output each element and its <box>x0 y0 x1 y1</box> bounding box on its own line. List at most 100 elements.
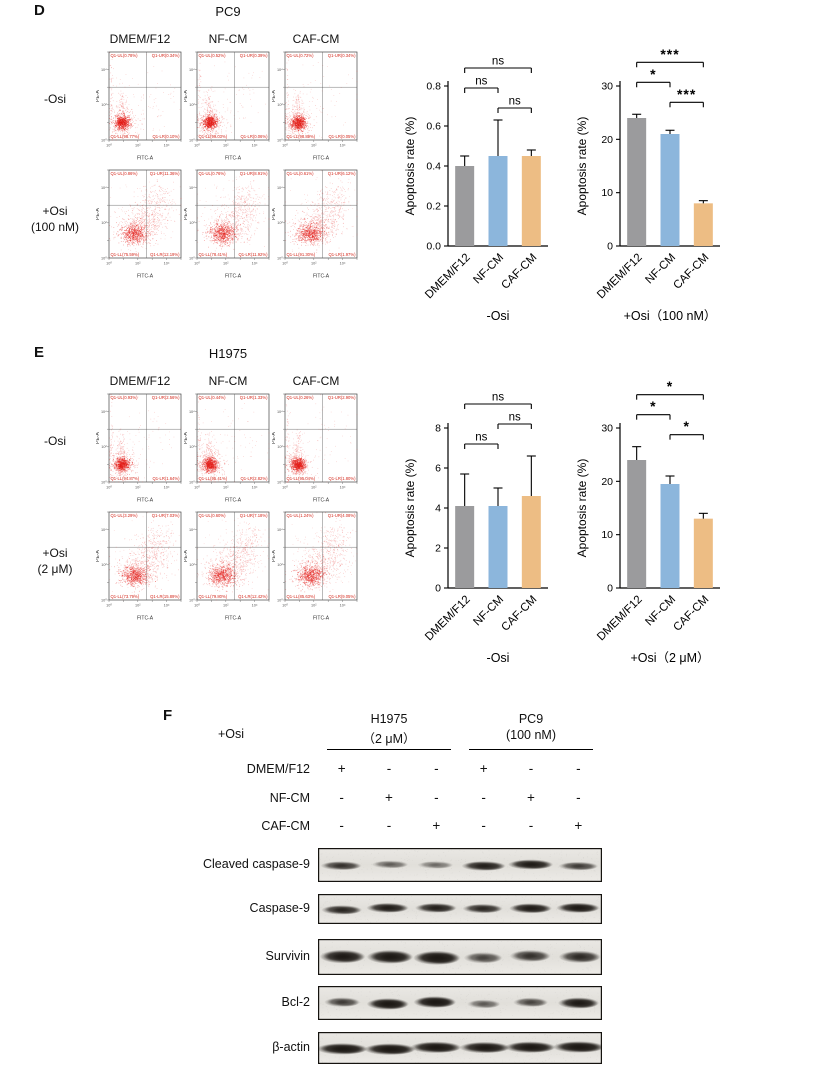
flow-row-label: -Osi <box>10 92 100 108</box>
blot-label: Cleaved caspase-9 <box>202 857 310 871</box>
svg-text:20: 20 <box>601 476 613 488</box>
svg-text:0.8: 0.8 <box>426 81 441 93</box>
svg-text:20: 20 <box>601 134 613 146</box>
western-osi-label: +Osi <box>217 727 245 741</box>
western-group-underline <box>327 749 451 750</box>
condition-sign: - <box>528 761 534 776</box>
blot-cleaved-caspase-9 <box>318 848 602 882</box>
svg-text:+Osi（2 μM）: +Osi（2 μM） <box>630 651 709 665</box>
svg-text:+Osi（100 nM）: +Osi（100 nM） <box>624 309 717 323</box>
condition-sign: - <box>386 761 392 776</box>
svg-text:4: 4 <box>435 503 441 515</box>
svg-text:0: 0 <box>607 583 613 595</box>
blot-survivin <box>318 939 602 975</box>
blot-label: Caspase-9 <box>249 901 310 915</box>
condition-sign: - <box>576 790 581 805</box>
svg-text:0.4: 0.4 <box>426 161 441 173</box>
flow-col-header: DMEM/F12 <box>109 32 171 46</box>
panel-e-letter: E <box>34 344 45 361</box>
condition-sign: + <box>527 790 535 805</box>
flow-plot-pc9-osi-dmem/f12 <box>96 166 184 280</box>
svg-text:0.2: 0.2 <box>426 201 441 213</box>
western-group-dose: (100 nM) <box>505 728 557 742</box>
svg-text:0.6: 0.6 <box>426 121 441 133</box>
flow-plot-pc9-osi-caf-cm <box>272 166 360 280</box>
condition-sign: - <box>434 761 439 776</box>
svg-text:0: 0 <box>435 583 441 595</box>
western-group-dose: （2 μM） <box>362 732 416 746</box>
svg-text:ns: ns <box>475 432 487 444</box>
svg-text:ns: ns <box>492 392 504 404</box>
flow-row-label: +Osi (100 nM) <box>10 204 100 235</box>
flow-plot-pc9-noosi-dmem/f12 <box>96 48 184 162</box>
svg-text:ns: ns <box>475 76 487 88</box>
condition-sign: + <box>432 818 441 833</box>
svg-text:ns: ns <box>509 96 521 108</box>
panel-d-letter: D <box>34 2 45 19</box>
flow-plot-h1975-noosi-caf-cm <box>272 390 360 504</box>
condition-sign: - <box>528 818 534 833</box>
svg-text:10: 10 <box>601 529 613 541</box>
svg-text:10: 10 <box>601 187 613 199</box>
svg-text:*: * <box>667 378 673 394</box>
panel-f-letter: F <box>163 707 173 724</box>
svg-text:6: 6 <box>435 463 441 475</box>
blot-label: β-actin <box>272 1040 310 1054</box>
flow-row-label-line: +Osi <box>42 546 68 560</box>
svg-text:*: * <box>683 418 689 434</box>
blot-label: Bcl-2 <box>281 995 310 1009</box>
blot-bcl-2 <box>318 986 602 1020</box>
svg-text:Apoptosis rate (%): Apoptosis rate (%) <box>403 117 417 216</box>
flow-plot-h1975-noosi-dmem/f12 <box>96 390 184 504</box>
svg-text:0: 0 <box>607 241 613 253</box>
svg-text:***: *** <box>677 86 696 102</box>
flow-row-label: +Osi (2 μM) <box>10 546 100 577</box>
panel-d-chart-osi: 0 10 20 30 Apoptosis rate (%) DMEM/F12 NF-CM CA… <box>572 34 732 339</box>
condition-sign: + <box>479 761 488 776</box>
svg-text:2: 2 <box>435 543 441 555</box>
condition-label: DMEM/F12 <box>246 762 310 776</box>
flow-col-header: CAF-CM <box>292 32 340 46</box>
svg-text:***: *** <box>660 46 679 62</box>
panel-e-chart-noosi: 0 2 4 6 8 Apoptosis rate (%) DMEM/F12 NF-CM CAF-… <box>400 376 560 681</box>
panel-e-chart-osi: 0 10 20 30 Apoptosis rate (%) DMEM/F12 NF-CM CA… <box>572 376 732 681</box>
panel-d-title: PC9 <box>215 4 241 19</box>
svg-text:-Osi: -Osi <box>487 309 510 323</box>
flow-plot-h1975-noosi-nf-cm <box>184 390 272 504</box>
condition-label: CAF-CM <box>261 819 310 833</box>
condition-label: NF-CM <box>269 791 310 805</box>
western-group-name: PC9 <box>518 712 544 726</box>
flow-plot-h1975-osi-dmem/f12 <box>96 508 184 622</box>
western-group-underline <box>469 749 593 750</box>
condition-sign: - <box>339 818 344 833</box>
svg-text:Apoptosis rate (%): Apoptosis rate (%) <box>403 459 417 558</box>
condition-sign: - <box>481 818 486 833</box>
flow-col-header: NF-CM <box>208 374 248 388</box>
flow-plot-h1975-osi-nf-cm <box>184 508 272 622</box>
flow-plot-pc9-noosi-caf-cm <box>272 48 360 162</box>
panel-d-chart-noosi: 0.0 0.2 0.4 0.6 0.8 Apoptosis rate (%) DMEM/F1… <box>400 34 560 339</box>
flow-col-header: DMEM/F12 <box>109 374 171 388</box>
blot--actin <box>318 1032 602 1064</box>
condition-sign: - <box>481 790 486 805</box>
panel-e-title: H1975 <box>208 346 248 361</box>
condition-sign: + <box>385 790 393 805</box>
condition-sign: - <box>386 818 392 833</box>
flow-row-label: -Osi <box>10 434 100 450</box>
blot-label: Survivin <box>265 949 310 963</box>
flow-row-label-line: -Osi <box>44 434 66 448</box>
western-group-name: H1975 <box>370 712 408 726</box>
svg-text:0.0: 0.0 <box>426 241 441 253</box>
condition-sign: + <box>337 761 346 776</box>
condition-sign: + <box>574 818 583 833</box>
svg-text:30: 30 <box>601 423 613 435</box>
svg-text:*: * <box>650 398 656 414</box>
flow-row-label-line: -Osi <box>44 92 66 106</box>
flow-row-label-line: +Osi <box>42 204 68 218</box>
